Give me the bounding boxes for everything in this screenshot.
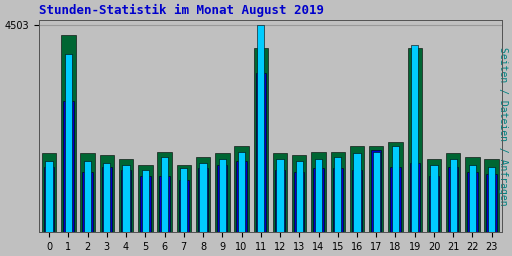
Bar [448, 166, 458, 256]
Bar [238, 152, 245, 256]
Bar [295, 161, 303, 256]
Bar [46, 161, 53, 256]
Bar [84, 161, 91, 256]
Bar [331, 152, 345, 256]
Bar [275, 170, 285, 256]
Bar [219, 159, 226, 256]
Bar [353, 153, 360, 256]
Bar [350, 146, 364, 256]
Bar [469, 165, 476, 256]
Bar [198, 168, 208, 256]
Bar [410, 163, 420, 256]
Bar [429, 176, 439, 256]
Bar [371, 150, 381, 256]
Bar [408, 48, 422, 256]
Bar [103, 163, 111, 256]
Y-axis label: Seiten / Dateien / Anfragen: Seiten / Dateien / Anfragen [498, 47, 508, 205]
Bar [273, 153, 287, 256]
Bar [237, 161, 247, 256]
Bar [388, 142, 403, 256]
Bar [255, 73, 266, 256]
Bar [196, 157, 210, 256]
Bar [177, 165, 191, 256]
Bar [257, 25, 264, 256]
Bar [369, 146, 383, 256]
Bar [61, 35, 76, 256]
Bar [426, 159, 441, 256]
Bar [119, 159, 133, 256]
Bar [101, 166, 112, 256]
Bar [484, 159, 499, 256]
Bar [234, 146, 249, 256]
Bar [65, 54, 72, 256]
Bar [431, 165, 438, 256]
Bar [276, 159, 284, 256]
Bar [352, 170, 362, 256]
Bar [292, 155, 307, 256]
Bar [486, 174, 497, 256]
Text: Stunden-Statistik im Monat August 2019: Stunden-Statistik im Monat August 2019 [38, 4, 324, 17]
Bar [392, 146, 399, 256]
Bar [217, 165, 227, 256]
Bar [157, 152, 172, 256]
Bar [179, 180, 189, 256]
Bar [313, 168, 324, 256]
Bar [488, 166, 495, 256]
Bar [315, 159, 322, 256]
Bar [122, 165, 130, 256]
Bar [465, 157, 480, 256]
Bar [138, 165, 153, 256]
Bar [334, 157, 342, 256]
Bar [467, 172, 478, 256]
Bar [446, 153, 460, 256]
Bar [140, 176, 151, 256]
Bar [121, 170, 131, 256]
Bar [82, 172, 93, 256]
Bar [161, 157, 168, 256]
Bar [450, 159, 457, 256]
Bar [100, 155, 114, 256]
Bar [311, 152, 326, 256]
Bar [142, 170, 149, 256]
Bar [42, 153, 56, 256]
Bar [159, 176, 170, 256]
Bar [390, 166, 401, 256]
Bar [63, 101, 74, 256]
Bar [180, 168, 187, 256]
Bar [333, 168, 343, 256]
Bar [215, 153, 229, 256]
Bar [80, 153, 95, 256]
Bar [44, 166, 54, 256]
Bar [294, 172, 305, 256]
Bar [200, 163, 207, 256]
Bar [411, 45, 418, 256]
Bar [373, 152, 380, 256]
Bar [253, 48, 268, 256]
